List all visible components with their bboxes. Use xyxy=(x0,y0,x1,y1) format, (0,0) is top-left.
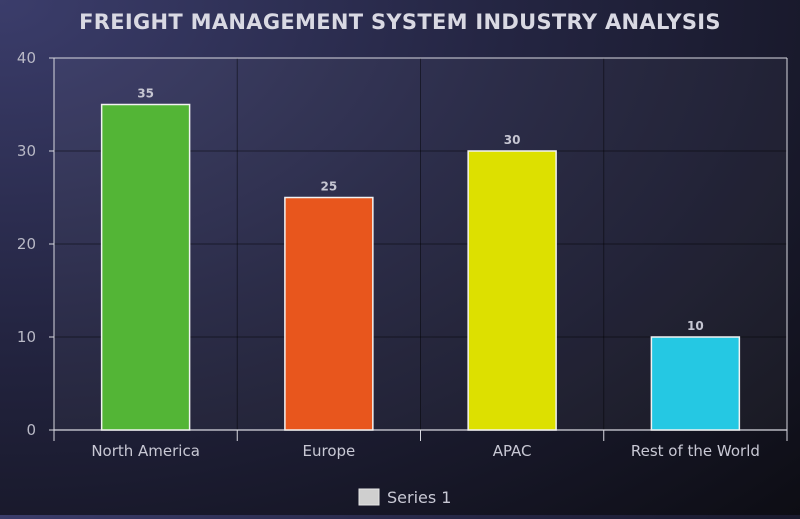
bar-rest-of-the-world xyxy=(650,336,741,431)
data-label: 30 xyxy=(504,133,521,147)
bar-apac xyxy=(467,150,557,431)
y-tick-label: 20 xyxy=(17,235,36,253)
x-tick-label: Europe xyxy=(303,442,356,460)
x-tick-label: North America xyxy=(91,442,200,460)
plot-area: 0 10 20 30 40 35 North America 25 Europe 30 APAC 10… xyxy=(17,49,788,460)
y-tick-label: 40 xyxy=(17,49,36,67)
y-tick-label: 0 xyxy=(26,421,36,439)
x-tick-label: APAC xyxy=(493,442,532,460)
legend: Series 1 xyxy=(358,488,451,507)
y-tick-label: 30 xyxy=(17,142,36,160)
chart-title: FREIGHT MANAGEMENT SYSTEM INDUSTRY ANALY… xyxy=(79,10,721,34)
x-tick-label: Rest of the World xyxy=(631,442,760,460)
data-label: 25 xyxy=(321,180,338,194)
bar-europe xyxy=(284,196,374,431)
legend-swatch-series-1 xyxy=(358,488,380,506)
bar-north-america xyxy=(100,103,191,431)
data-label: 10 xyxy=(687,319,704,333)
legend-label-series-1: Series 1 xyxy=(387,488,451,507)
data-label: 35 xyxy=(137,87,154,101)
y-tick-label: 10 xyxy=(17,328,36,346)
